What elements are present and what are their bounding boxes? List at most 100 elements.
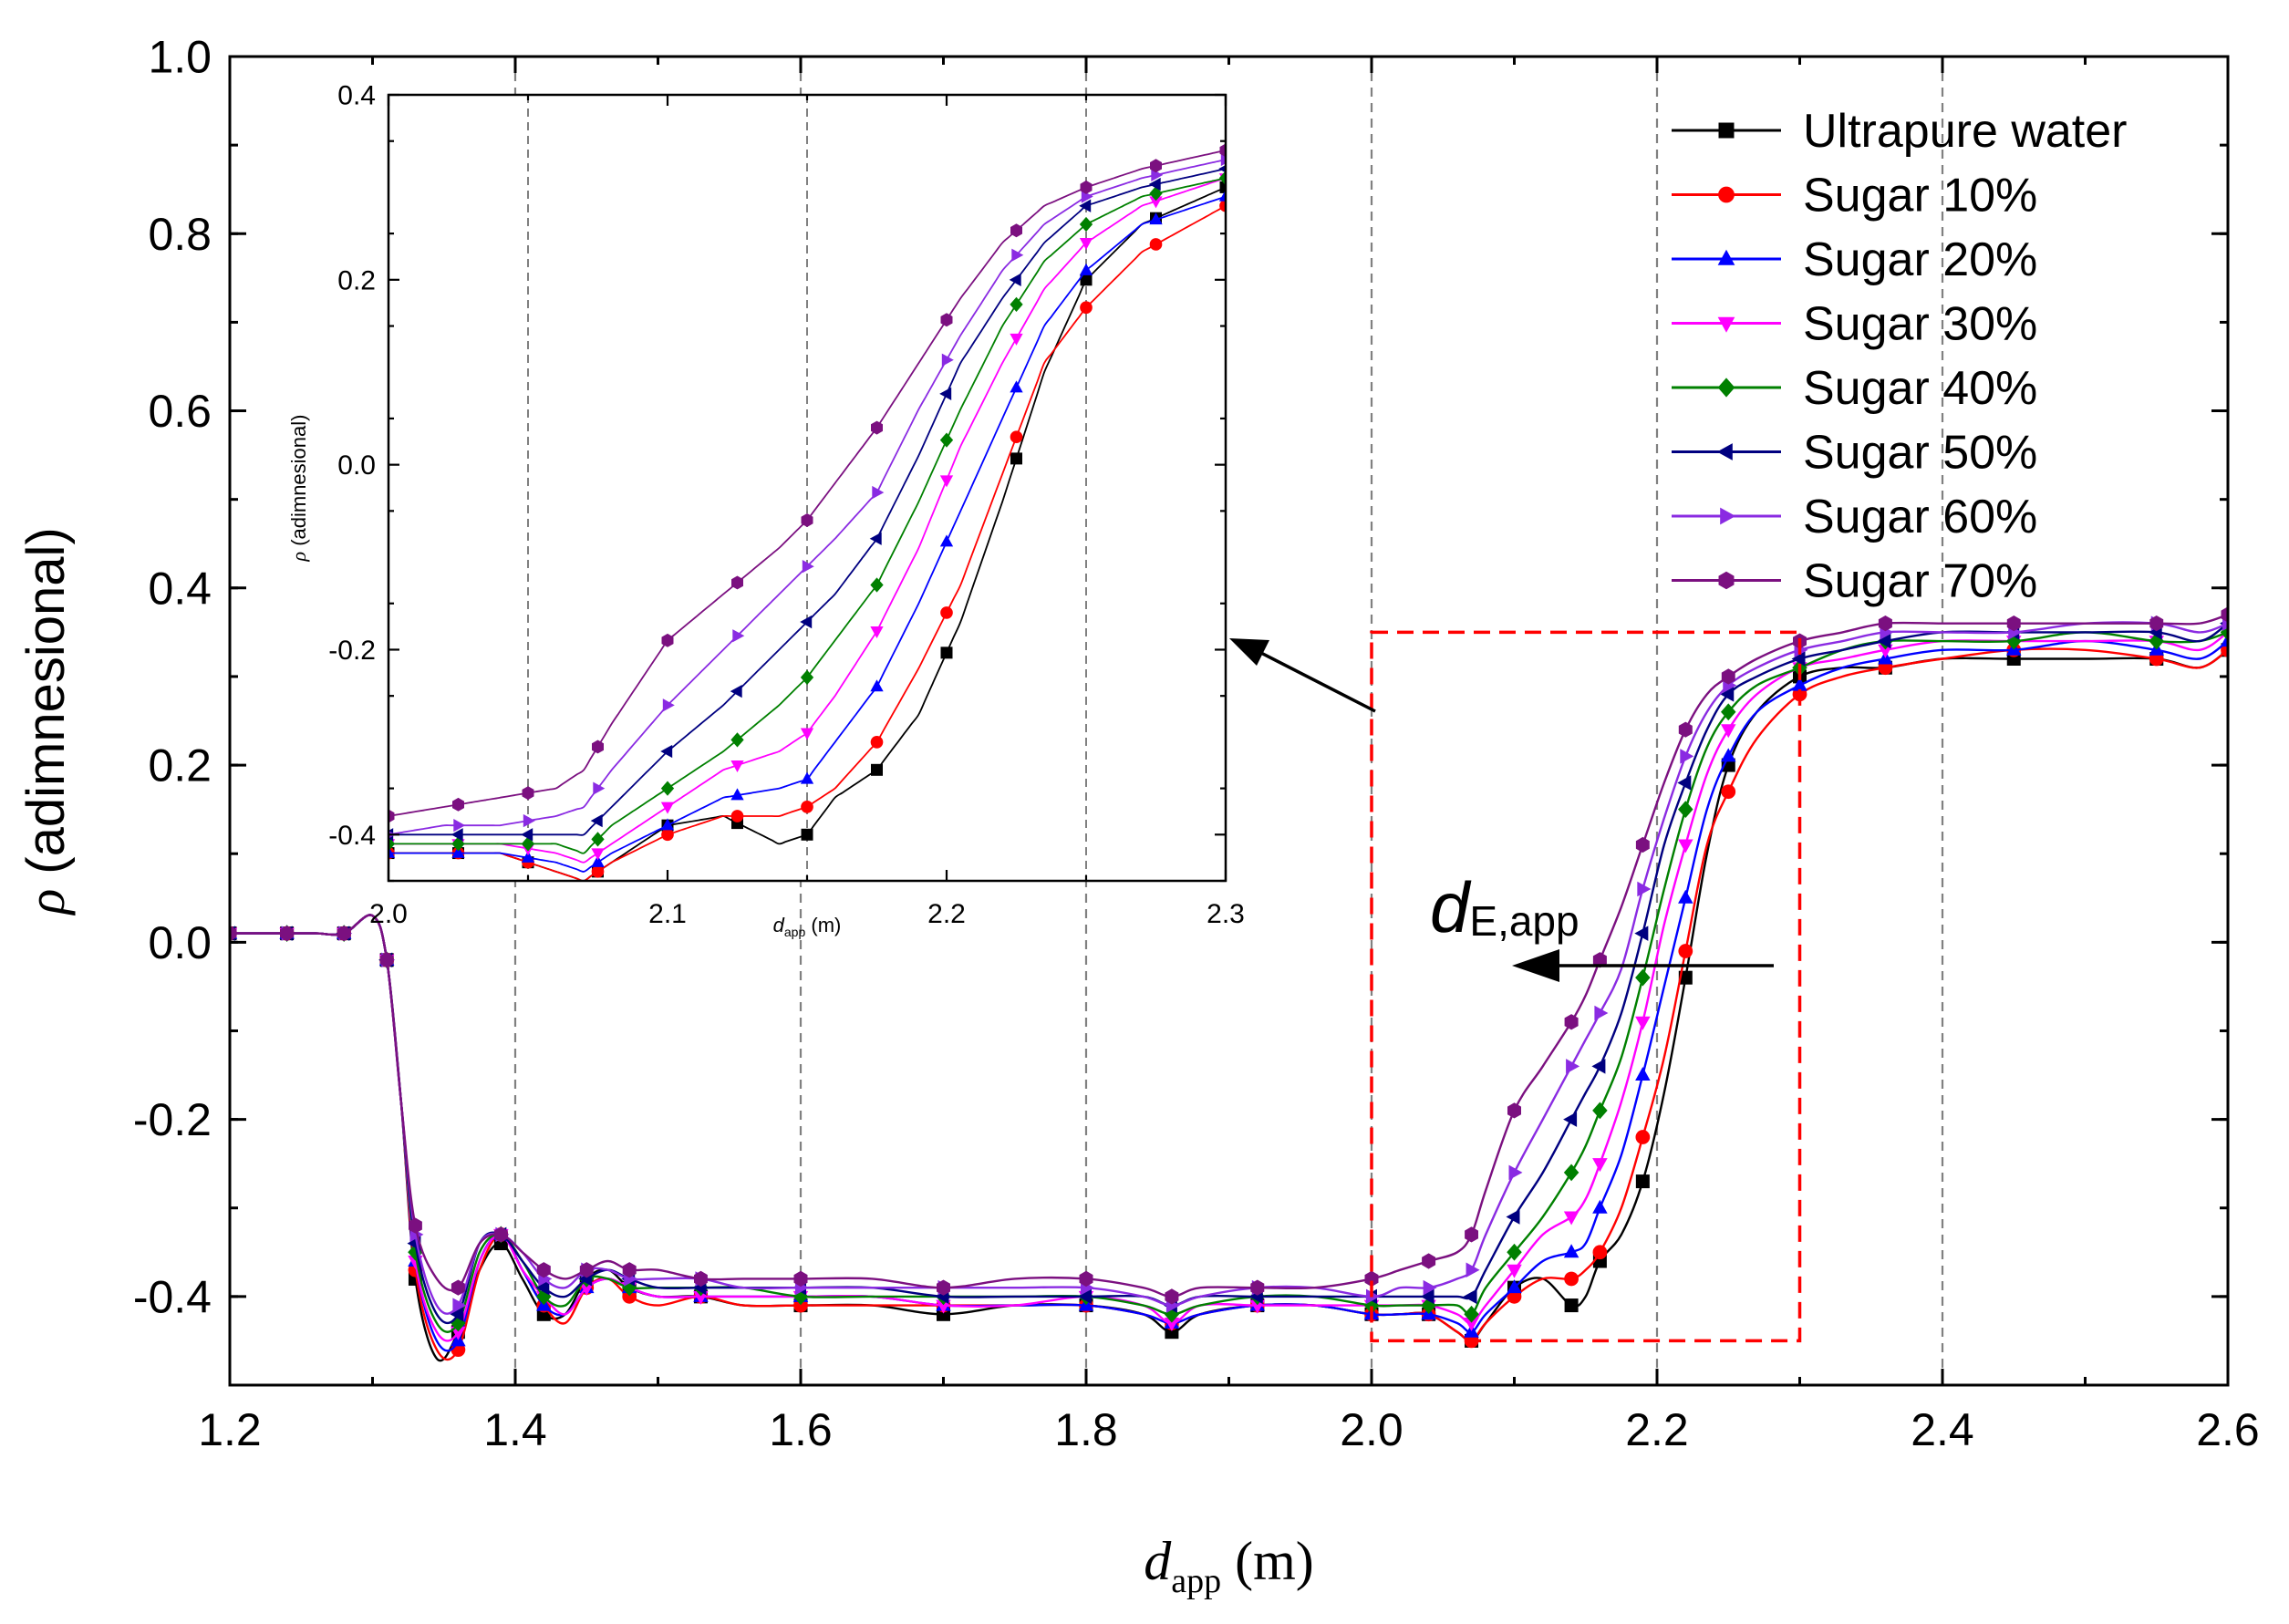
series-marker xyxy=(1792,677,1807,691)
series-sugar-70 xyxy=(388,143,1226,823)
x-tick-label: 1.8 xyxy=(1054,1404,1118,1455)
inset-x-axis-label: dapp (m) xyxy=(773,914,842,939)
legend-label: Ultrapure water xyxy=(1803,105,2127,158)
y-axis-label: ρ (adimnesional) xyxy=(16,527,76,915)
y-tick-label: -0.2 xyxy=(133,1094,212,1145)
inset-y-label-symbol: ρ xyxy=(287,552,310,563)
series-marker xyxy=(521,850,535,863)
inset-plot-area xyxy=(388,95,1226,881)
main-series-group xyxy=(230,606,2228,1362)
y-tick-label: 0.2 xyxy=(337,265,376,295)
series-marker xyxy=(1010,223,1022,238)
series-marker xyxy=(1791,651,1806,667)
series-marker xyxy=(1149,238,1163,251)
series-marker xyxy=(1564,1271,1579,1287)
inset-background xyxy=(388,95,1226,881)
legend-item-sugar-10: Sugar 10% xyxy=(1672,170,2037,222)
series-marker xyxy=(337,926,351,942)
series-marker xyxy=(1218,164,1226,173)
d-e-app-symbol: d xyxy=(1430,867,1472,947)
legend: Ultrapure water Sugar 10% Sugar 20% Sugar 3… xyxy=(1672,105,2127,608)
series-marker xyxy=(1507,1279,1522,1294)
series-marker xyxy=(939,432,954,448)
x-axis-label: dapp (m) xyxy=(1144,1531,1314,1600)
series-marker xyxy=(409,1217,422,1234)
series-sugar-70 xyxy=(230,606,2228,1305)
series-marker xyxy=(1564,1014,1579,1030)
series-marker xyxy=(1464,1305,1479,1323)
series-marker xyxy=(2221,606,2228,623)
legend-label: Sugar 10% xyxy=(1803,170,2037,222)
series-marker xyxy=(939,475,954,488)
legend-swatch-marker xyxy=(1720,507,1736,525)
series-marker xyxy=(1010,452,1022,465)
x-axis-label-symbol: d xyxy=(1144,1531,1172,1591)
series-marker xyxy=(1010,430,1023,444)
series-marker xyxy=(591,848,605,861)
series-marker xyxy=(593,781,606,795)
series-marker xyxy=(1011,248,1024,262)
series-marker xyxy=(1080,274,1093,286)
series-marker xyxy=(800,771,814,784)
series-marker xyxy=(1635,1130,1651,1144)
series-marker xyxy=(1592,952,1607,968)
legend-swatch-marker xyxy=(1718,571,1735,590)
series-marker xyxy=(521,828,533,842)
series-marker xyxy=(1464,1318,1479,1332)
inset-pointer-line xyxy=(1253,647,1376,713)
series-marker xyxy=(1219,181,1226,193)
series-marker xyxy=(523,813,535,828)
series-marker xyxy=(1218,171,1226,186)
legend-label: Sugar 50% xyxy=(1803,427,2037,480)
x-tick-label: 2.2 xyxy=(927,899,966,929)
series-marker xyxy=(872,485,885,500)
x-axis-label-subscript: app xyxy=(1171,1562,1221,1600)
series-marker xyxy=(1635,1067,1651,1081)
series-marker xyxy=(1009,273,1021,286)
x-tick-label: 1.6 xyxy=(769,1404,833,1455)
series-marker xyxy=(801,513,813,527)
series-marker xyxy=(660,744,673,759)
inset-axes: 2.0 2.1 2.2 2.3 -0.4 -0.2 0.0 0.2 0.4 dapp (m) ρ (… xyxy=(287,81,1245,940)
series-marker xyxy=(1566,1059,1580,1074)
series-marker xyxy=(941,353,954,367)
series-marker xyxy=(1219,199,1226,212)
legend-label: Sugar 20% xyxy=(1803,233,2037,286)
legend-item-sugar-50: Sugar 50% xyxy=(1672,427,2037,480)
series-marker xyxy=(1507,1102,1521,1119)
series-marker xyxy=(590,813,603,828)
legend-swatch-marker xyxy=(1717,249,1735,265)
y-tick-label: -0.4 xyxy=(133,1271,212,1322)
series-marker xyxy=(536,1262,551,1278)
series-marker xyxy=(1465,1226,1478,1243)
series-marker xyxy=(1081,190,1093,203)
series-marker xyxy=(801,801,813,813)
x-axis-label-unit: (m) xyxy=(1221,1531,1314,1591)
inset-x-label-unit: (m) xyxy=(805,914,841,936)
series-marker xyxy=(1678,970,1693,985)
x-tick-label: 2.0 xyxy=(369,899,408,929)
series-marker xyxy=(451,845,465,858)
series-marker xyxy=(453,819,466,833)
series-marker xyxy=(870,679,884,692)
series-marker xyxy=(1079,263,1093,275)
series-marker xyxy=(730,732,744,748)
series-sugar-50 xyxy=(388,164,1226,842)
series-marker xyxy=(1165,1288,1179,1305)
x-tick-label: 2.2 xyxy=(1625,1404,1689,1455)
series-marker xyxy=(1563,1164,1580,1182)
series-marker xyxy=(1079,216,1093,233)
series-marker xyxy=(1463,1288,1477,1305)
series-marker xyxy=(1635,836,1650,853)
y-tick-label: 0.6 xyxy=(148,386,212,437)
main-axes: 1.2 1.4 1.6 1.8 2.0 2.2 2.4 2.6 -0.4 -0.2 0.0 0.2 0.… xyxy=(16,32,2260,1601)
series-marker xyxy=(1720,687,1735,702)
series-marker xyxy=(694,1270,708,1288)
legend-item-sugar-30: Sugar 30% xyxy=(1672,298,2037,351)
series-marker xyxy=(1678,944,1693,958)
series-marker xyxy=(1079,199,1092,212)
series-marker xyxy=(1080,301,1093,315)
series-marker xyxy=(1506,1209,1520,1225)
legend-swatch-marker xyxy=(1717,316,1735,333)
